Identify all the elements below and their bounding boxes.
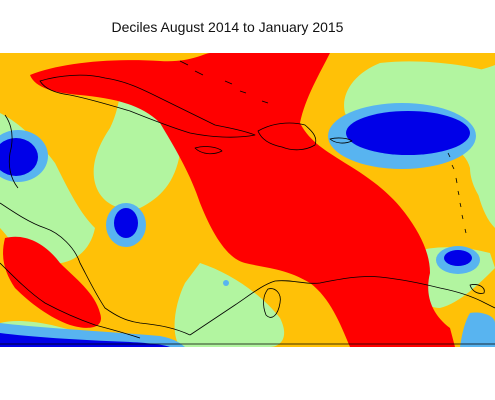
light-blue-spot (223, 280, 229, 286)
red-regions (3, 53, 455, 347)
coastlines (0, 60, 495, 345)
decile-map (0, 53, 495, 347)
map-title: Deciles August 2014 to January 2015 (111, 19, 344, 35)
